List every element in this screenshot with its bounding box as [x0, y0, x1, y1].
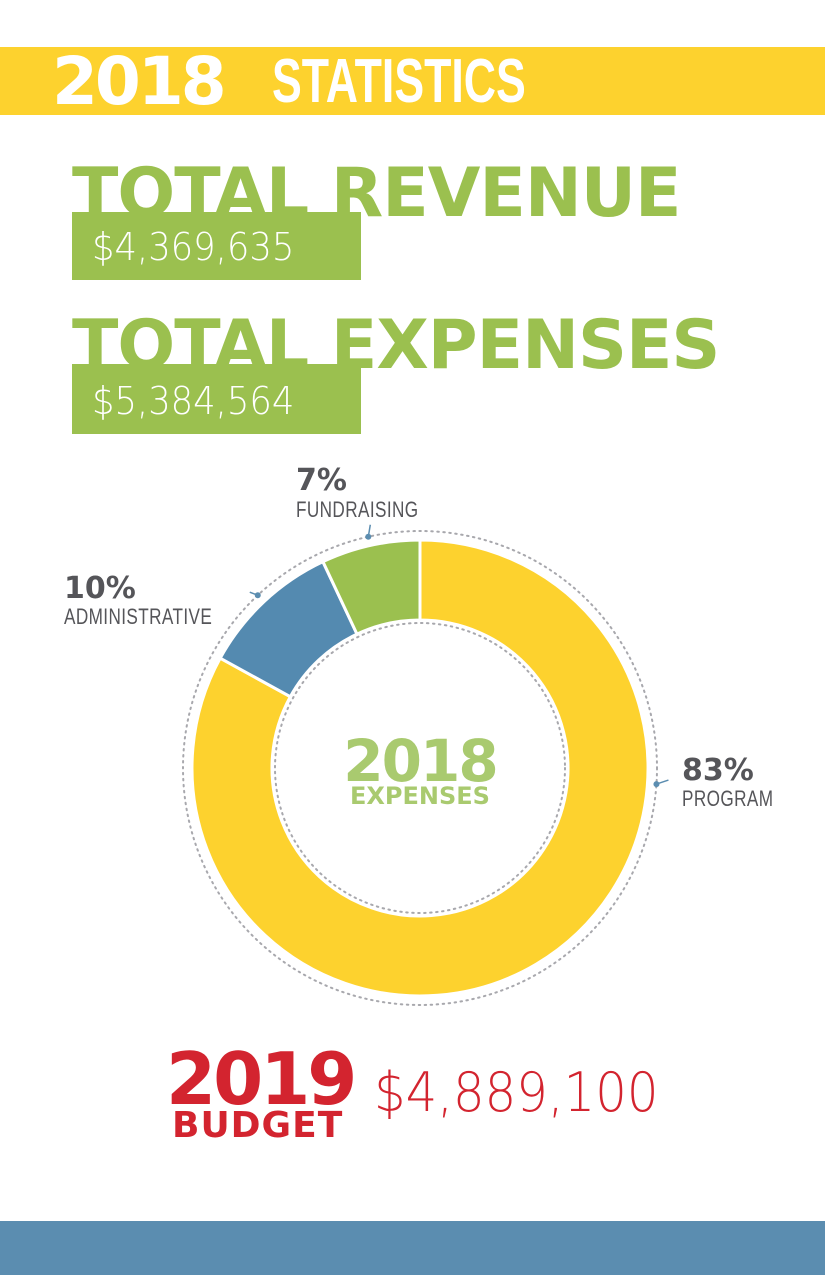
total-revenue-value: $4,369,635 — [92, 225, 295, 269]
program-label: PROGRAM — [682, 786, 774, 811]
chart-center-year: 2018 — [343, 727, 498, 795]
total-expenses-box: $5,384,564 — [72, 364, 361, 434]
inner-dotted-ring — [274, 622, 566, 914]
header-banner — [0, 47, 825, 115]
leader-dot-administrative — [254, 592, 261, 599]
slice-program — [190, 538, 650, 998]
expenses-donut-chart — [182, 524, 669, 1006]
fundraising-percent: 7% — [296, 463, 347, 498]
total-revenue-box: $4,369,635 — [72, 212, 361, 280]
budget-label: BUDGET — [172, 1105, 344, 1146]
budget-year: 2019 — [166, 1037, 357, 1121]
leader-dot-fundraising — [365, 533, 372, 540]
program-percent: 83% — [682, 753, 754, 788]
header-title: STATISTICS — [272, 47, 526, 116]
leader-dot-program — [653, 781, 660, 788]
donut-slices — [190, 538, 650, 998]
administrative-label: ADMINISTRATIVE — [64, 604, 213, 629]
total-expenses-value: $5,384,564 — [92, 379, 295, 423]
outer-dotted-ring — [182, 530, 658, 1006]
chart-center-label: EXPENSES — [350, 782, 490, 810]
slice-fundraising — [321, 538, 422, 636]
budget-value: $4,889,100 — [374, 1061, 659, 1124]
footer-bar — [0, 1221, 825, 1275]
header-year: 2018 — [52, 43, 227, 120]
administrative-percent: 10% — [64, 571, 136, 606]
fundraising-label: FUNDRAISING — [296, 497, 419, 522]
label-leaders — [249, 524, 669, 788]
